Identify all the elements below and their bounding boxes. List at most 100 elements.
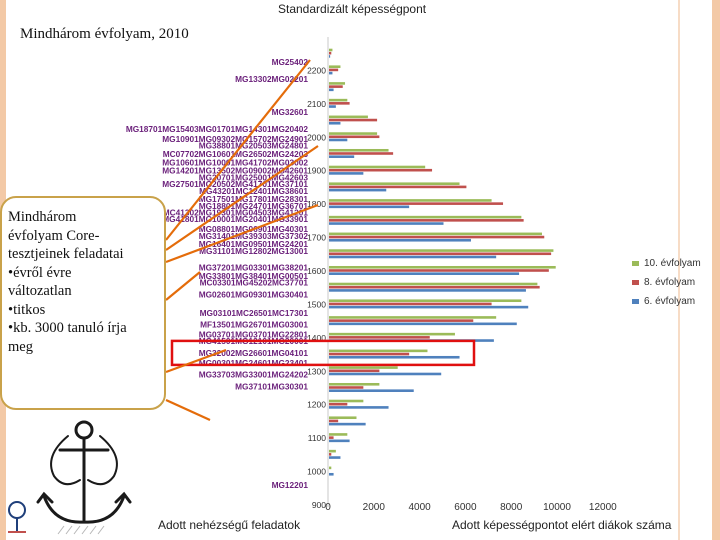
item-code-row: MG12201	[272, 480, 309, 490]
bar-grade6	[329, 472, 334, 476]
y-tick-label: 900	[312, 500, 326, 510]
bar-grade6	[329, 272, 520, 275]
legend-item-6: 6. évfolyam	[632, 292, 701, 311]
connector-line	[165, 398, 211, 422]
bar-grade6	[329, 355, 460, 359]
bar-grade6	[329, 71, 333, 75]
y-tick-label: 2100	[307, 99, 326, 109]
y-tick-label: 1600	[307, 266, 326, 276]
item-code-row: MG17501MG17801MG28301	[199, 194, 309, 204]
item-code-row: MG31101MG12802MG13001	[199, 246, 308, 256]
bar-grade8	[329, 135, 380, 139]
bar-grade10	[329, 399, 364, 403]
item-code-row: MG32002MG26601MG04101	[199, 348, 309, 358]
bar-grade8	[329, 285, 540, 289]
bar-grade8	[329, 252, 552, 256]
y-tick-label: 1100	[308, 433, 327, 443]
x-tick-label: 0	[325, 502, 331, 513]
bar-grade10	[329, 466, 332, 470]
bar-grade8	[329, 336, 430, 339]
item-code-row: MG13302MG02201	[235, 74, 308, 84]
item-code-row: MG27501MG20502MG41701MG37101	[162, 179, 308, 189]
legend-swatch-10	[632, 261, 639, 266]
bar-grade8	[329, 402, 348, 406]
bar-grade10	[329, 433, 348, 436]
item-code-row: MG10901MG09302MG15702MG24901	[162, 134, 308, 144]
connector-line	[165, 271, 201, 301]
connector-line	[165, 348, 227, 374]
bar-grade8	[329, 152, 394, 155]
y-tick-label: 1200	[307, 400, 326, 410]
legend-label: 8. évfolyam	[644, 277, 696, 288]
bar-grade6	[329, 289, 526, 292]
item-code-row: MG03101MC26501MC17301	[200, 308, 309, 318]
item-code-row: MG38801MG41801MG10001MG20401MG33901	[126, 214, 309, 224]
bar-grade6	[329, 439, 350, 443]
bar-grade6	[329, 389, 414, 392]
bar-grade10	[329, 132, 378, 135]
bar-grade8	[329, 168, 433, 172]
bar-grade6	[329, 188, 387, 192]
item-code-row: MG38801MG20503MG24801	[199, 141, 309, 151]
bar-grade8	[329, 386, 364, 389]
item-code-row: MG02601MG09301MG30401	[199, 289, 309, 299]
bar-grade10	[329, 215, 522, 219]
bar-grade8	[329, 51, 332, 55]
bar-grade10	[329, 182, 460, 186]
bar-grade10	[329, 82, 346, 85]
bar-grade8	[329, 202, 504, 205]
y-tick-label: 1700	[307, 233, 326, 243]
bar-grade8	[329, 269, 549, 272]
bar-grade6	[329, 372, 442, 376]
bar-grade10	[329, 148, 389, 152]
y-tick-label: 1800	[307, 199, 326, 209]
connector-line	[165, 203, 319, 264]
info-line: évfolyam Core-	[8, 227, 100, 244]
y-tick-label: 1300	[307, 366, 326, 376]
y-tick-label: 2200	[307, 65, 326, 75]
item-code-row: MG16401MG09501MG24201	[199, 239, 309, 249]
info-line: változatlan	[8, 283, 72, 299]
bar-grade6	[329, 422, 366, 426]
slide-frame-right	[712, 0, 720, 540]
legend-item-10: 10. évfolyam	[632, 254, 701, 273]
bar-grade6	[329, 456, 341, 459]
bar-grade10	[329, 232, 542, 236]
bar-grade10	[329, 316, 497, 319]
x-tick-label: 8000	[500, 502, 523, 513]
slide-title: Mindhárom évfolyam, 2010	[20, 26, 189, 42]
bar-grade8	[329, 302, 492, 306]
item-code-row: MG32601	[272, 107, 309, 117]
connector-line	[165, 145, 319, 251]
bar-grade8	[329, 85, 343, 88]
bar-grade6	[329, 238, 471, 242]
bar-grade8	[329, 352, 410, 356]
item-code-row: MG37101MG30301	[235, 381, 308, 391]
bar-grade10	[329, 366, 398, 369]
item-code-row: MG18801MG24701MG36701	[199, 201, 309, 211]
item-code-row: MG25402	[272, 57, 309, 67]
chart-legend: 10. évfolyam 8. évfolyam 6. évfolyam	[632, 254, 701, 311]
highlight-box	[170, 339, 476, 367]
x-axis-label: Adott képességpontot elért diákok száma	[452, 518, 672, 532]
y-tick-label: 2000	[307, 132, 326, 142]
bar-grade6	[329, 255, 497, 259]
legend-swatch-6	[632, 299, 639, 304]
item-code-row: MF13501MG26701MG03001	[200, 319, 308, 329]
bar-grade10	[329, 449, 336, 453]
bar-grade10	[329, 265, 556, 269]
bar-grade10	[329, 249, 554, 252]
corner-logo-mark	[8, 501, 26, 533]
anchor-logo	[36, 420, 132, 535]
bar-grade10	[329, 299, 522, 303]
bar-grade6	[329, 138, 348, 142]
bar-grade10	[329, 332, 455, 336]
bar-grade6	[329, 205, 410, 209]
bar-grade8	[329, 185, 467, 189]
bar-grade10	[329, 65, 341, 69]
item-code-row: MC32101MG31901MC41302MG19301MG04503MG412…	[90, 207, 308, 217]
bar-grade6	[329, 322, 517, 326]
legend-item-8: 8. évfolyam	[632, 273, 701, 292]
bar-grade10	[329, 349, 428, 353]
